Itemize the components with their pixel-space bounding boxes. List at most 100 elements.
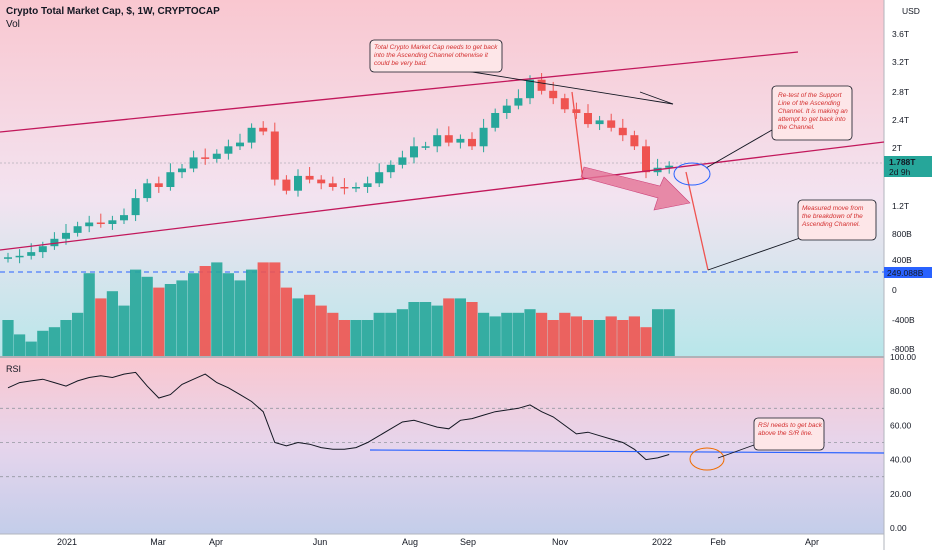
candle-body: [108, 220, 117, 224]
callout-leader-measured: [707, 237, 801, 271]
callout-leader-top-2: [639, 91, 674, 105]
volume-bar: [60, 320, 72, 356]
volume-bar: [37, 330, 49, 356]
price-axis-tick: 2.4T: [892, 115, 909, 125]
candle-body: [189, 157, 198, 169]
candle-body: [282, 179, 291, 191]
volume-bar: [327, 312, 339, 356]
volume-bar: [338, 320, 350, 356]
time-axis-tick: Apr: [805, 537, 819, 547]
annotation-retest-note: Re-test of the Support Line of the Ascen…: [778, 92, 848, 131]
channel-lower-line: [0, 141, 885, 251]
retest-highlight-ellipse: [673, 162, 711, 186]
volume-bar: [118, 305, 130, 356]
rsi-label: RSI: [6, 364, 21, 374]
volume-bar: [280, 287, 292, 356]
volume-bar: [83, 273, 95, 356]
volume-bar: [292, 298, 304, 356]
rsi-axis-tick: 100.00: [890, 352, 916, 362]
candle-body: [630, 135, 639, 147]
candle-body: [154, 183, 163, 187]
candle-body: [642, 146, 650, 173]
rsi-line: [7, 371, 670, 461]
currency-label: USD: [902, 6, 920, 16]
candle-body: [27, 252, 36, 256]
volume-bar: [72, 312, 84, 356]
volume-bar: [257, 262, 269, 356]
candle-body: [618, 127, 627, 136]
volume-bar: [25, 341, 37, 356]
candle-body: [560, 98, 569, 110]
time-axis-tick: Sep: [460, 537, 476, 547]
volume-axis-tick: 800B: [892, 229, 912, 239]
candle-body: [468, 138, 476, 147]
volume-bar: [350, 320, 362, 356]
candle-body: [270, 131, 279, 180]
candle-body: [201, 157, 210, 159]
volume-bar: [95, 298, 107, 356]
candle-body: [665, 165, 674, 168]
candle-body: [143, 183, 152, 199]
volume-bar: [605, 316, 617, 356]
candle-body: [247, 127, 256, 143]
rsi-highlight-ellipse: [689, 447, 725, 471]
breakdown-arrow: [580, 166, 691, 211]
candle-body: [38, 246, 47, 253]
time-axis-tick: Feb: [710, 537, 726, 547]
volume-bar: [106, 291, 118, 356]
callout-leader-top: [459, 69, 674, 105]
time-axis-tick: 2022: [652, 537, 672, 547]
volume-bar: [246, 269, 258, 356]
volume-bar: [501, 312, 513, 356]
candle-body: [178, 168, 186, 173]
candle-body: [224, 146, 233, 154]
candle-body: [305, 175, 314, 180]
candle-body: [294, 175, 302, 191]
volume-bar: [512, 312, 524, 356]
price-axis-tick: 3.2T: [892, 57, 909, 67]
candle-body: [410, 146, 418, 158]
volume-bar: [431, 305, 443, 356]
callout-box-top: [369, 39, 503, 73]
candle-body: [131, 198, 140, 216]
volume-bar: [663, 309, 675, 356]
candle-body: [607, 120, 616, 128]
candle-body: [120, 215, 128, 221]
candle-body: [526, 79, 534, 99]
target-price-tag: [884, 267, 932, 278]
volume-bar: [164, 284, 176, 356]
candle-body: [491, 113, 500, 128]
callout-leader-rsi: [717, 444, 755, 459]
volume-bar: [582, 320, 594, 356]
time-axis-tick: Apr: [209, 537, 223, 547]
candle-body: [15, 255, 24, 258]
candle-body: [62, 232, 70, 239]
price-axis-tick: 2T: [892, 143, 902, 153]
volume-bar: [48, 327, 60, 356]
candle-body: [502, 105, 511, 113]
candle-body: [456, 138, 465, 143]
volume-bar: [617, 320, 629, 356]
volume-bar: [130, 269, 142, 356]
volume-bar: [652, 309, 664, 356]
candle-body: [444, 135, 453, 143]
volume-bar: [524, 309, 536, 356]
rsi-support-line: [369, 449, 885, 454]
time-axis-tick: Aug: [402, 537, 418, 547]
channel-upper-line: [0, 51, 799, 133]
annotation-measured-note: Measured move from the breakdown of the …: [802, 205, 864, 228]
countdown-tag: [884, 167, 932, 177]
candle-body: [50, 238, 59, 247]
price-axis-tick: 3.6T: [892, 29, 909, 39]
volume-bar: [559, 312, 571, 356]
candle-body: [236, 142, 244, 147]
volume-bar: [628, 316, 640, 356]
candle-body: [166, 172, 175, 187]
time-axis-tick: Mar: [150, 537, 166, 547]
annotation-rsi-note: RSI needs to get back above the S/R line…: [758, 422, 822, 437]
time-axis-tick: Jun: [313, 537, 328, 547]
rsi-axis-tick: 0.00: [890, 523, 907, 533]
volume-bar: [211, 262, 223, 356]
volume-bar: [640, 327, 652, 356]
